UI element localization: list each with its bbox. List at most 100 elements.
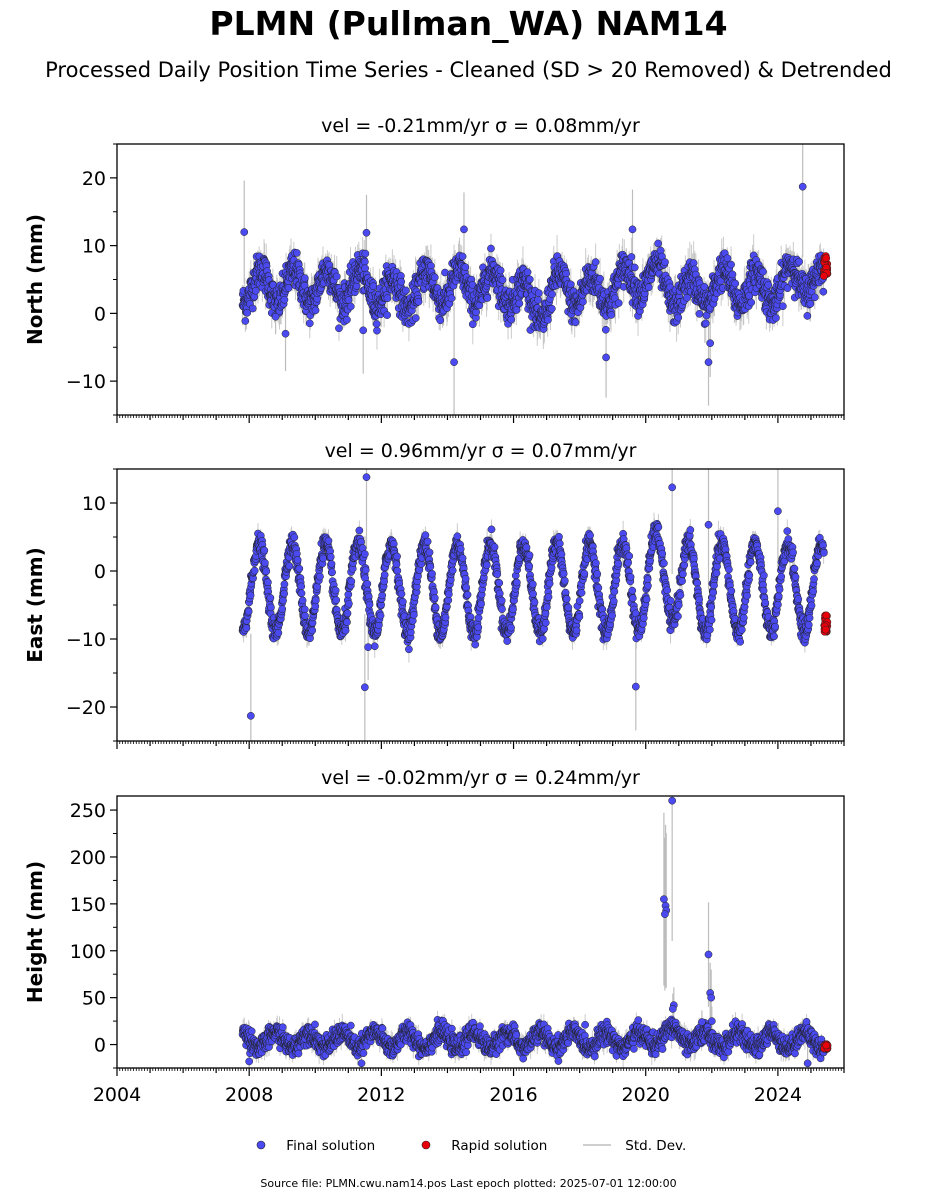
final-point [700, 282, 709, 291]
final-point [544, 316, 552, 324]
final-point [810, 293, 819, 302]
final-point [411, 314, 420, 322]
final-outlier-point [281, 329, 290, 338]
final-outlier-point [704, 358, 713, 367]
final-point [674, 313, 683, 322]
final-point [284, 284, 293, 292]
final-outlier-point [460, 225, 468, 234]
final-point [607, 311, 616, 319]
final-point [661, 258, 669, 266]
final-point [243, 308, 252, 317]
final-point [248, 304, 257, 313]
final-point [783, 284, 792, 293]
final-point [280, 589, 289, 598]
final-point [280, 295, 289, 304]
final-point [242, 624, 251, 632]
rapid-point [820, 272, 828, 280]
final-point [534, 295, 542, 304]
final-point [498, 276, 507, 284]
final-point [344, 590, 353, 599]
final-point [246, 591, 255, 600]
final-point [274, 629, 283, 637]
final-point [300, 605, 309, 614]
final-point [483, 294, 492, 302]
final-point [251, 287, 260, 295]
y-tick-label: 0 [94, 303, 106, 325]
y-tick-label: 20 [82, 168, 106, 190]
final-point [343, 618, 351, 627]
final-point [343, 315, 351, 324]
final-outlier-point [628, 225, 637, 234]
final-point [731, 279, 740, 288]
final-point [723, 254, 732, 263]
final-point [298, 596, 307, 605]
chart-title: PLMN (Pullman_WA) NAM14 [209, 4, 728, 43]
final-point [803, 312, 812, 320]
final-point [347, 577, 356, 586]
final-point [293, 556, 302, 564]
final-point [292, 249, 301, 257]
final-point [328, 568, 336, 577]
final-point [373, 326, 381, 335]
final-point [355, 526, 364, 535]
final-point [591, 258, 600, 266]
final-point [566, 280, 575, 289]
final-point [301, 611, 309, 620]
final-point [772, 314, 780, 322]
final-outlier-point [271, 312, 280, 321]
final-point [311, 596, 320, 605]
final-point [402, 286, 410, 295]
final-point [728, 270, 737, 279]
final-point [571, 318, 580, 327]
final-outlier-point [798, 182, 807, 191]
final-point [436, 316, 445, 325]
final-point [305, 319, 314, 328]
final-point [458, 252, 467, 261]
final-outlier-point [706, 339, 715, 348]
final-point [535, 289, 543, 297]
final-point [260, 546, 269, 555]
final-point [414, 297, 423, 306]
final-point [278, 605, 287, 613]
final-point [512, 306, 521, 314]
final-point [262, 567, 271, 576]
y-axis-label: North (mm) [23, 214, 47, 345]
final-point [361, 249, 370, 258]
final-point [345, 599, 353, 608]
final-point [548, 290, 556, 299]
final-point [496, 266, 505, 275]
final-point [244, 607, 253, 616]
final-point [579, 297, 587, 306]
final-point [447, 294, 456, 303]
final-point [326, 552, 335, 561]
final-outlier-point [240, 228, 249, 236]
final-point [547, 304, 556, 313]
final-point [346, 302, 355, 311]
chart-subtitle: Processed Daily Position Time Series - C… [45, 58, 892, 82]
panel-title: vel = -0.21mm/yr σ = 0.08mm/yr [321, 115, 640, 137]
final-point [468, 320, 477, 329]
series-group [238, 469, 832, 741]
final-point [683, 293, 691, 302]
final-point [759, 267, 767, 276]
final-point [324, 536, 333, 545]
final-point [327, 560, 336, 568]
final-point [601, 325, 610, 334]
final-point [241, 317, 250, 325]
final-point [300, 274, 309, 282]
final-point [360, 257, 369, 266]
final-point [523, 268, 532, 277]
final-point [689, 259, 698, 267]
final-outlier-point [602, 353, 610, 362]
rapid-point [822, 254, 831, 262]
final-point [695, 309, 704, 318]
final-point [308, 626, 317, 635]
final-point [727, 260, 735, 269]
final-point [461, 263, 470, 272]
final-point [430, 273, 439, 282]
final-point [397, 277, 406, 286]
final-point [285, 562, 294, 570]
final-point [261, 558, 269, 567]
